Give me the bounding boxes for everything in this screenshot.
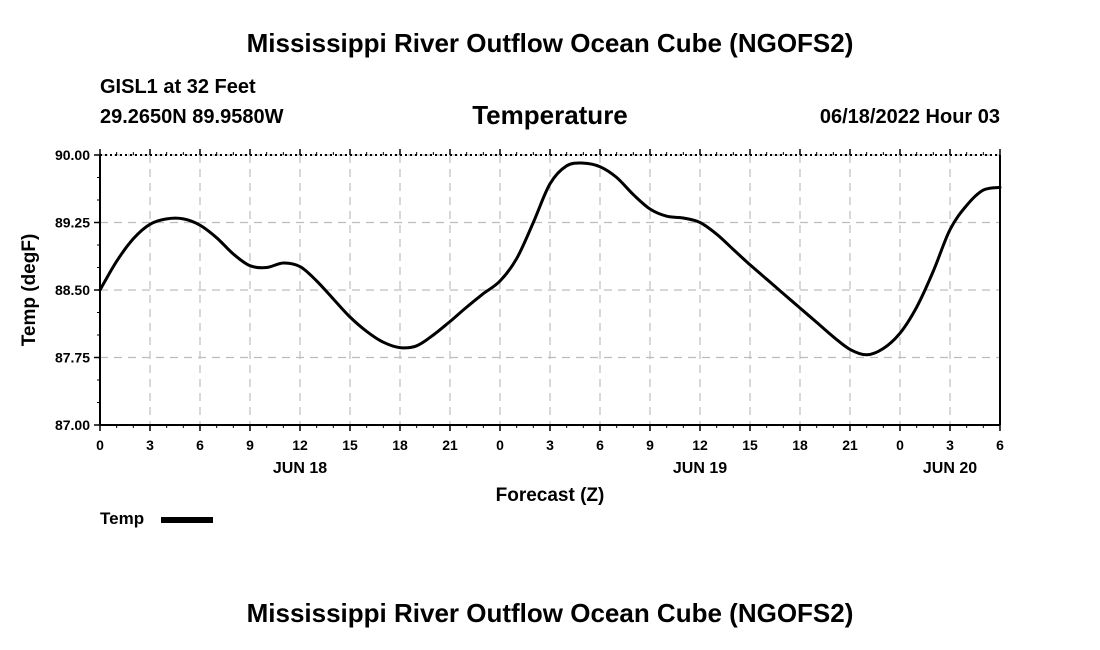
- x-tick-label: 3: [546, 437, 554, 453]
- x-date-label: JUN 20: [923, 460, 977, 477]
- x-tick-label: 21: [442, 437, 458, 453]
- x-tick-label: 18: [392, 437, 408, 453]
- station-name: GISL1 at 32 Feet: [100, 76, 256, 98]
- axis-layer: [94, 149, 1001, 431]
- chart-main-title: Mississippi River Outflow Ocean Cube (NG…: [246, 28, 854, 58]
- legend-swatch: [161, 517, 213, 523]
- x-tick-label: 15: [742, 437, 758, 453]
- x-tick-label: 6: [996, 437, 1004, 453]
- x-tick-label: 0: [96, 437, 104, 453]
- chart-subtitle: Temperature: [472, 100, 628, 130]
- x-tick-label: 15: [342, 437, 358, 453]
- x-tick-label: 3: [146, 437, 154, 453]
- label-layer: 87.00 87.75 88.50 89.25 90.00 0 3 6 9 12 15 18 21 0 3 6…: [19, 147, 1004, 506]
- x-tick-label: 0: [896, 437, 904, 453]
- x-tick-label: 18: [792, 437, 808, 453]
- x-date-label: JUN 19: [673, 460, 727, 477]
- y-tick-label: 87.75: [55, 350, 90, 366]
- grid-layer: [99, 154, 1001, 426]
- y-tick-label: 89.25: [55, 215, 90, 231]
- temperature-chart: 87.00 87.75 88.50 89.25 90.00 0 3 6 9 12 15 18 21 0 3 6…: [19, 147, 1004, 506]
- forecast-datetime: 06/18/2022 Hour 03: [819, 106, 1000, 128]
- x-tick-label: 6: [596, 437, 604, 453]
- x-date-label: JUN 18: [273, 460, 327, 477]
- x-axis-title: Forecast (Z): [496, 485, 605, 506]
- x-tick-label: 0: [496, 437, 504, 453]
- footer-title: Mississippi River Outflow Ocean Cube (NG…: [246, 598, 854, 628]
- y-tick-label: 90.00: [55, 147, 90, 163]
- x-tick-label: 3: [946, 437, 954, 453]
- temp-series-line: [98, 161, 1002, 357]
- y-tick-label: 88.50: [55, 282, 90, 298]
- x-tick-label: 21: [842, 437, 858, 453]
- x-tick-label: 12: [692, 437, 708, 453]
- legend-label: Temp: [100, 509, 145, 528]
- x-tick-label: 12: [292, 437, 308, 453]
- station-coordinates: 29.2650N 89.9580W: [100, 106, 284, 128]
- x-tick-label: 9: [246, 437, 254, 453]
- x-tick-label: 9: [646, 437, 654, 453]
- y-tick-label: 87.00: [55, 417, 90, 433]
- y-axis-title: Temp (degF): [19, 234, 40, 347]
- x-tick-label: 6: [196, 437, 204, 453]
